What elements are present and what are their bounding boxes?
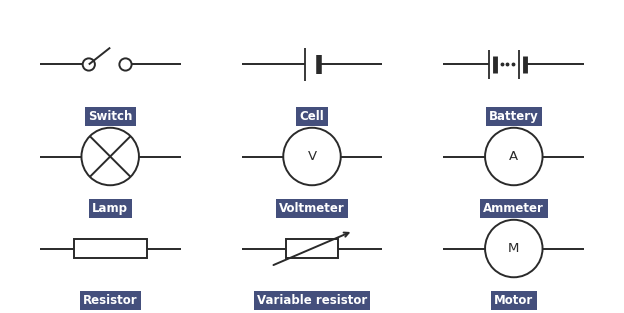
Text: Variable resistor: Variable resistor: [257, 294, 367, 307]
Text: V: V: [308, 150, 316, 163]
Text: Cell: Cell: [300, 110, 324, 123]
Text: Ammeter: Ammeter: [484, 202, 544, 215]
Text: M: M: [508, 242, 520, 255]
Bar: [286, 239, 338, 258]
Text: Switch: Switch: [88, 110, 132, 123]
Text: A: A: [509, 150, 519, 163]
Bar: [74, 239, 147, 258]
Text: Battery: Battery: [489, 110, 539, 123]
Text: Voltmeter: Voltmeter: [279, 202, 345, 215]
Text: Motor: Motor: [494, 294, 534, 307]
Text: Lamp: Lamp: [92, 202, 128, 215]
Text: Resistor: Resistor: [83, 294, 137, 307]
